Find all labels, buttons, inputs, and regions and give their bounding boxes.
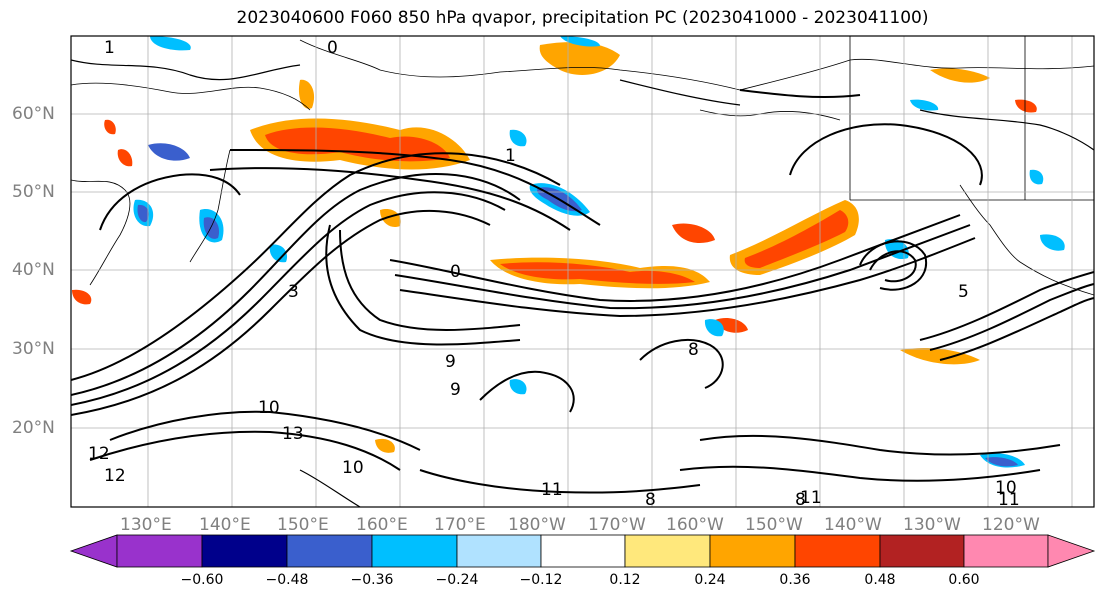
lon-label-140w: 140°W (824, 515, 882, 535)
colorbar-tick: 0.36 (779, 572, 811, 588)
colorbar-tick: −0.24 (435, 572, 479, 588)
colorbar-extend-high (1047, 534, 1096, 568)
map-title: 2023040600 F060 850 hPa qvapor, precipit… (236, 8, 929, 28)
qvapor-contours-thin (71, 59, 1094, 507)
contour-label: 5 (958, 282, 969, 302)
lon-label-170e: 170°E (434, 515, 486, 535)
lon-label-170w: 170°W (588, 515, 646, 535)
colorbar-tick: 0.12 (609, 572, 641, 588)
contour-label: 10 (342, 458, 364, 478)
colorbar-tick: 0.60 (948, 572, 980, 588)
precip-shading-positive (72, 42, 1037, 453)
contour-label: 10 (258, 398, 280, 418)
colorbar-tick: −0.12 (519, 572, 563, 588)
contour-label: 11 (800, 488, 822, 508)
contour-label: 9 (450, 380, 461, 400)
contour-label: 8 (645, 490, 656, 510)
contour-label: 10 (995, 478, 1017, 498)
lat-label-30n: 30°N (12, 339, 55, 359)
colorbar-tick: −0.48 (265, 572, 309, 588)
contour-label: 9 (445, 352, 456, 372)
lon-label-160e: 160°E (356, 515, 408, 535)
contour-label: 1 (104, 38, 115, 58)
colorbar (69, 534, 1096, 568)
contour-label: 8 (795, 490, 806, 510)
lon-label-160w: 160°W (666, 515, 724, 535)
lon-label-150e: 150°E (277, 515, 329, 535)
lon-label-140e: 140°E (199, 515, 251, 535)
gridlines (71, 36, 1094, 507)
contour-label: 0 (450, 262, 461, 282)
lat-label-60n: 60°N (12, 104, 55, 124)
colorbar-extend-low (69, 534, 118, 568)
lon-label-150w: 150°W (745, 515, 803, 535)
colorbar-tick: −0.36 (350, 572, 394, 588)
contour-label: 11 (541, 480, 563, 500)
lat-label-50n: 50°N (12, 182, 55, 202)
colorbar-tick: −0.60 (180, 572, 224, 588)
contour-label: 3 (288, 282, 299, 302)
contour-label: 1 (505, 146, 516, 166)
contour-label: 11 (998, 490, 1020, 510)
contour-label: 12 (104, 466, 126, 486)
lat-label-40n: 40°N (12, 260, 55, 280)
colorbar-tick: 0.24 (694, 572, 726, 588)
qvapor-contours (71, 89, 1094, 494)
lat-label-20n: 20°N (12, 418, 55, 438)
lon-label-180w: 180°W (508, 515, 566, 535)
contour-label: 12 (88, 444, 110, 464)
lon-label-130w: 130°W (903, 515, 961, 535)
contour-label: 8 (688, 340, 699, 360)
contour-label: 13 (282, 424, 304, 444)
colorbar-tick: 0.48 (864, 572, 896, 588)
lon-label-130e: 130°E (120, 515, 172, 535)
map-frame (70, 35, 1095, 508)
lon-label-120w: 120°W (982, 515, 1040, 535)
contour-label: 0 (327, 38, 338, 58)
